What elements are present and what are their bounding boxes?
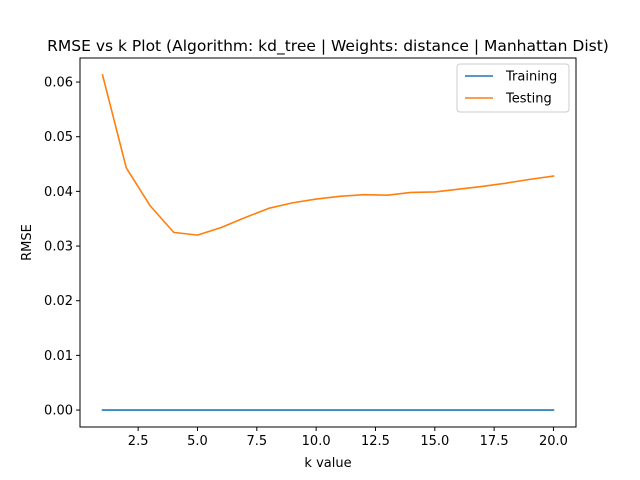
x-tick-label: 12.5 [361, 434, 390, 449]
y-tick-label: 0.00 [44, 404, 73, 419]
series-layer [101, 73, 555, 411]
x-tick-label: 15.0 [420, 434, 449, 449]
x-tick-label: 17.5 [480, 434, 509, 449]
y-axis-label: RMSE [20, 224, 35, 261]
legend: Training Testing [456, 63, 570, 113]
series-line-testing [101, 73, 555, 236]
legend-label-testing: Testing [505, 92, 552, 107]
y-tick-label: 0.02 [44, 294, 73, 309]
x-tick-label: 2.5 [128, 434, 149, 449]
y-tick-label: 0.06 [44, 76, 73, 91]
y-tick-label: 0.04 [44, 185, 73, 200]
legend-label-training: Training [505, 70, 557, 85]
y-axis: 0.00 0.01 0.02 0.03 0.04 0.05 0.06 [44, 76, 80, 419]
x-axis: 2.5 5.0 7.5 10.0 12.5 15.0 17.5 20.0 [128, 427, 568, 449]
y-tick-label: 0.01 [44, 349, 73, 364]
x-tick-label: 10.0 [302, 434, 331, 449]
x-tick-label: 7.5 [246, 434, 267, 449]
y-tick-label: 0.05 [44, 130, 73, 145]
plot-frame [79, 57, 577, 428]
chart-title: RMSE vs k Plot (Algorithm: kd_tree | Wei… [47, 37, 609, 56]
x-axis-label: k value [304, 456, 351, 471]
y-tick-label: 0.03 [44, 240, 73, 255]
x-tick-label: 20.0 [539, 434, 568, 449]
x-tick-label: 5.0 [187, 434, 208, 449]
